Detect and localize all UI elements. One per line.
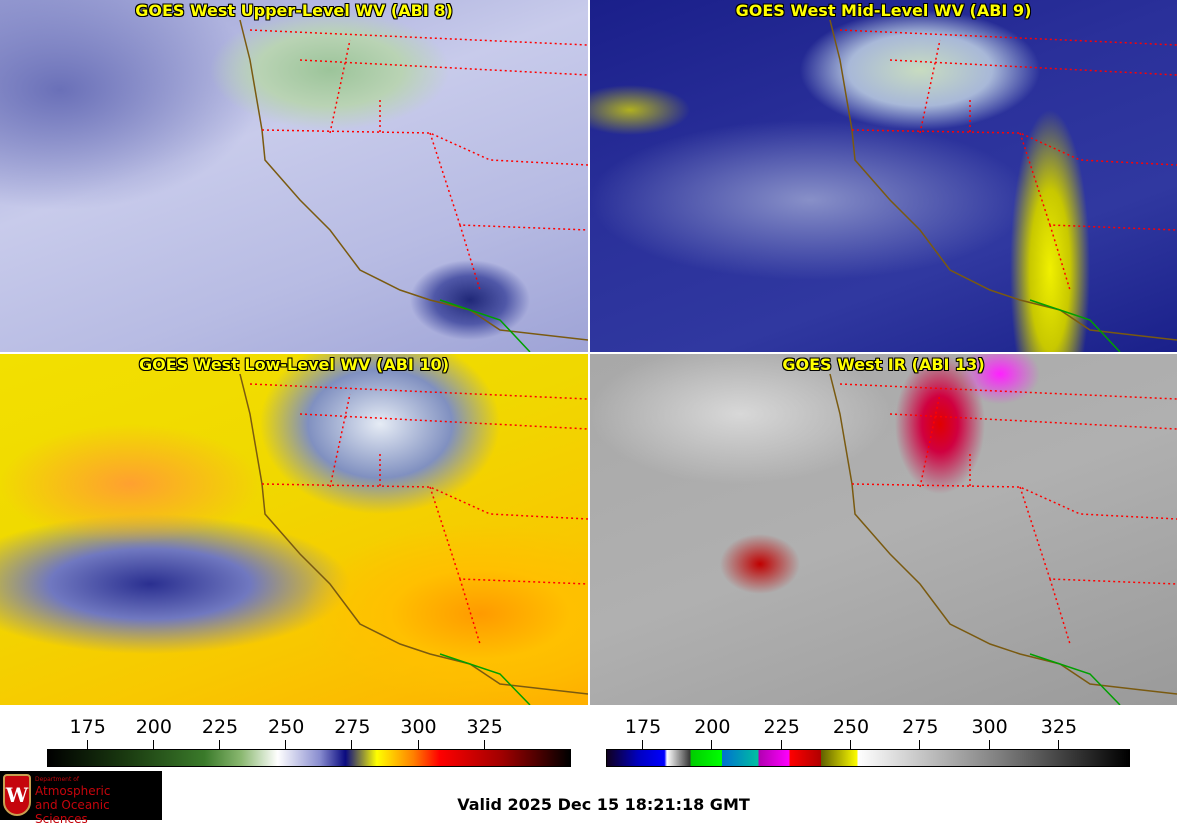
colorbar-tick-label: 325: [1040, 716, 1078, 738]
colorbar-tick-label: 275: [902, 716, 939, 738]
colorbar-tick-label: 300: [971, 716, 1008, 738]
colorbar-tick-label: 250: [268, 716, 305, 738]
colorbar-tick: [483, 740, 485, 749]
valid-time: Valid 2025 Dec 15 18:21:18 GMT: [457, 795, 750, 814]
colorbar-tick-label: 275: [334, 716, 371, 738]
colorbar-tick: [988, 740, 990, 749]
logo-line-2: Atmospheric: [35, 784, 111, 798]
logo-line-1: Department of: [35, 776, 79, 783]
colorbar-tick: [417, 740, 419, 749]
uw-shield-icon: W: [3, 774, 31, 816]
map-overlay: [239, 19, 588, 352]
panel-title: GOES West Upper-Level WV (ABI 8): [135, 1, 453, 20]
mid-level-wv-panel: GOES West Mid-Level WV (ABI 9): [590, 0, 1177, 352]
colorbar-tick: [849, 740, 851, 749]
colorbar-tick: [1057, 740, 1059, 749]
aos-logo: W Department of Atmospheric and Oceanic …: [0, 771, 162, 826]
colorbar-tick-label: 325: [466, 716, 503, 738]
panel-title: GOES West Low-Level WV (ABI 10): [138, 355, 449, 374]
colorbar-tick-label: 250: [832, 716, 870, 738]
colorbar-tick: [152, 740, 154, 749]
map-overlay: [239, 373, 588, 705]
water-vapor-colorbar: [47, 749, 571, 767]
colorbar-tick-label: 200: [694, 716, 731, 738]
colorbar-tick-label: 175: [624, 716, 662, 738]
colorbar-tick-label: 200: [135, 716, 172, 738]
colorbar-tick: [285, 740, 287, 749]
panel-title: GOES West Mid-Level WV (ABI 9): [735, 1, 1032, 20]
colorbar-tick: [642, 740, 644, 749]
low-level-wv-panel: GOES West Low-Level WV (ABI 10): [0, 354, 588, 705]
infrared-colorbar: [606, 749, 1130, 767]
infrared-panel: GOES West IR (ABI 13): [590, 354, 1177, 705]
colorbar-tick: [780, 740, 782, 749]
colorbar-tick: [351, 740, 353, 749]
upper-level-wv-panel: GOES West Upper-Level WV (ABI 8): [0, 0, 588, 352]
colorbar-tick-label: 225: [763, 716, 800, 738]
colorbar-tick: [919, 740, 921, 749]
colorbar-tick-label: 300: [400, 716, 437, 738]
colorbar-tick: [86, 740, 88, 749]
colorbar-tick-label: 225: [201, 716, 239, 738]
map-overlay: [829, 19, 1177, 352]
colorbar-tick: [711, 740, 713, 749]
colorbar-tick: [219, 740, 221, 749]
map-overlay: [829, 373, 1177, 705]
colorbar-tick-label: 175: [69, 716, 106, 738]
panel-title: GOES West IR (ABI 13): [782, 355, 985, 374]
